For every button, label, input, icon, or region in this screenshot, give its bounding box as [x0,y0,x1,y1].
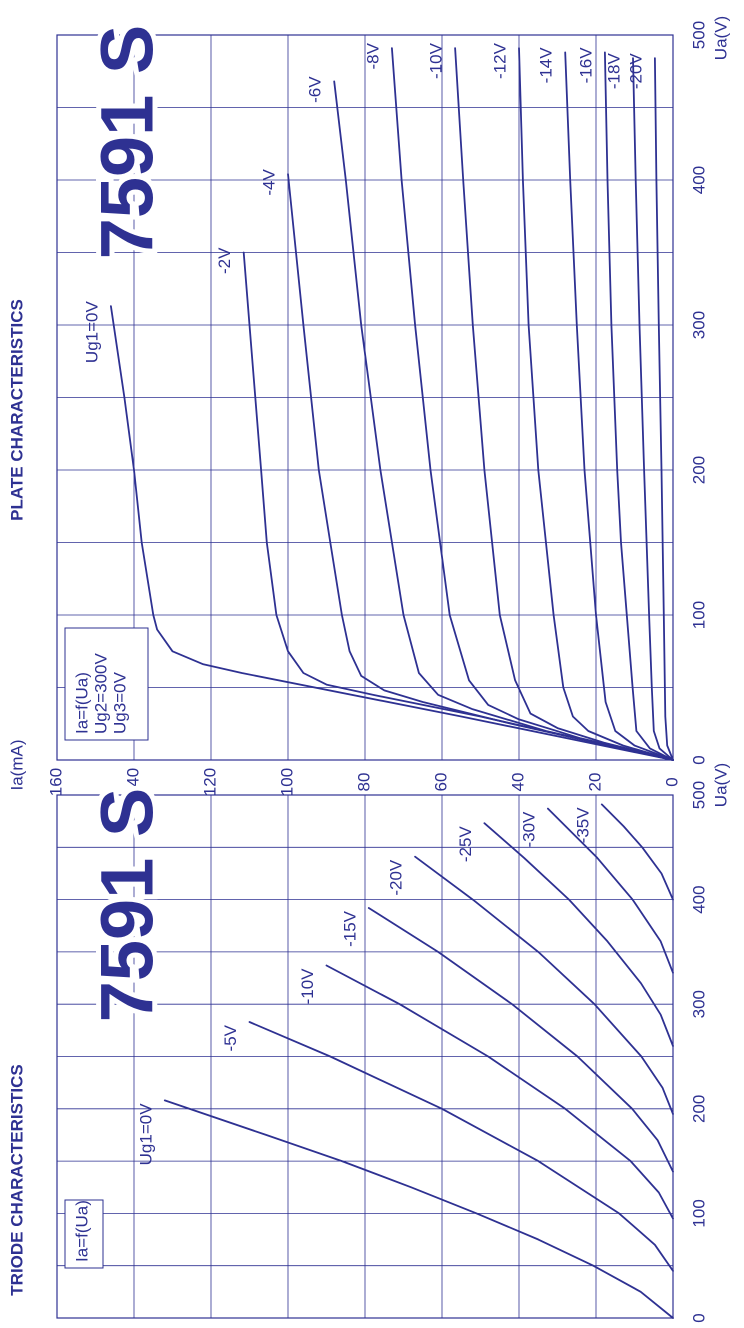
x-tick-label: 100 [689,601,708,629]
x-tick-label: 0 [689,755,708,764]
x-tick-label: 300 [689,311,708,339]
condition-text: Ug2=300V [91,653,110,734]
curve [110,305,674,761]
x-tick-label: 400 [689,885,708,913]
x-tick-label: 500 [689,21,708,49]
y-axis-label: Ia(mA) [7,740,26,791]
y-tick-label: 80 [354,773,373,792]
chart-title: TRIODE CHARACTERISTICS [7,1064,26,1295]
condition-text: Ia=f(Ua) [72,1200,91,1262]
curve-label: -14V [537,47,556,84]
curve [414,855,674,1115]
x-tick-label: 300 [689,990,708,1018]
curve [391,47,674,761]
curve-label: -4V [259,169,278,196]
y-tick-label: 100 [277,768,296,796]
curve-label: -12V [490,42,509,79]
curve-label: -5V [221,1024,240,1051]
curve-label: Ug1=0V [136,1103,155,1166]
curve [287,173,674,761]
curve-label: -15V [340,910,359,947]
x-tick-label: 100 [689,1199,708,1227]
curve-label: -20V [387,859,406,896]
y-tick-label: 60 [431,773,450,792]
curve [632,57,674,761]
model-watermark: 7591 S [86,788,169,1023]
curve [163,1099,674,1319]
curve-label: -35V [573,807,592,844]
curve-label: -30V [519,811,538,848]
curve [600,803,674,901]
curve [564,51,674,761]
curve [325,964,674,1220]
x-tick-label: 400 [689,166,708,194]
x-tick-label: 0 [689,1313,708,1322]
curve-label: Ug1=0V [82,301,101,364]
y-tick-label: 20 [585,773,604,792]
curve [604,51,674,761]
x-axis-label: Ua(V) [711,763,730,807]
model-watermark: 7591 S [86,25,169,260]
curve [654,57,674,761]
chart-title: PLATE CHARACTERISTICS [7,299,26,521]
curve [333,80,674,761]
curve-label: -6V [306,76,325,103]
curve-label: -2V [215,247,234,274]
y-tick-label: 0 [662,777,681,786]
curve-label: -8V [363,42,382,69]
x-tick-label: 200 [689,456,708,484]
curve-label: -16V [576,47,595,84]
curve-label: -18V [604,53,623,90]
plot-frame [56,34,674,761]
curve-label: -10V [427,42,446,79]
x-tick-label: 500 [689,781,708,809]
condition-text: Ia=f(Ua) [72,672,91,734]
curve [367,907,674,1173]
y-tick-label: 140 [123,768,142,796]
condition-box [64,1199,104,1269]
curve [483,822,674,1047]
y-tick-label: 120 [200,768,219,796]
x-axis-label: Ua(V) [711,16,730,60]
curve [518,47,674,761]
plot-frame [56,794,674,1319]
y-tick-label: 160 [46,768,65,796]
x-tick-label: 200 [689,1095,708,1123]
curve [454,47,674,761]
curve [242,251,674,761]
curve [248,1021,674,1272]
curve-label: -25V [456,826,475,863]
curve-label: -10V [298,968,317,1005]
condition-text: Ug3=0V [110,671,129,734]
curve [547,807,674,974]
condition-box [64,627,149,741]
y-tick-label: 40 [508,773,527,792]
curve-label: -20V [626,53,645,90]
